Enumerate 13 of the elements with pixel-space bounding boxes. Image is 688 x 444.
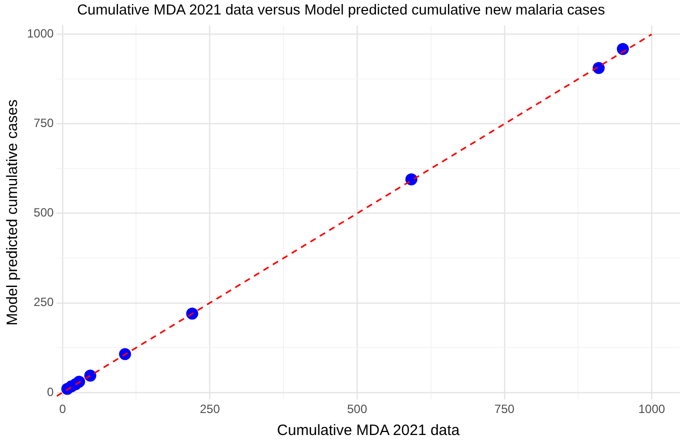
- y-tick-label: 750: [34, 116, 54, 130]
- x-tick-label: 0: [59, 402, 66, 416]
- y-tick-label: 250: [34, 295, 54, 310]
- y-tick-label: 1000: [26, 26, 54, 41]
- x-tick-label: 500: [347, 402, 368, 416]
- x-tick-label: 250: [200, 402, 220, 416]
- x-tick-label: 1000: [638, 402, 666, 416]
- x-tick-label: 750: [494, 402, 515, 416]
- chart-title: Cumulative MDA 2021 data versus Model predicted cumulative new malaria cases: [77, 2, 605, 19]
- y-tick-label: 500: [34, 206, 54, 220]
- x-axis-title: Cumulative MDA 2021 data: [277, 422, 460, 440]
- y-axis-title: Model predicted cumulative cases: [4, 100, 22, 326]
- y-tick-label: 0: [47, 384, 54, 399]
